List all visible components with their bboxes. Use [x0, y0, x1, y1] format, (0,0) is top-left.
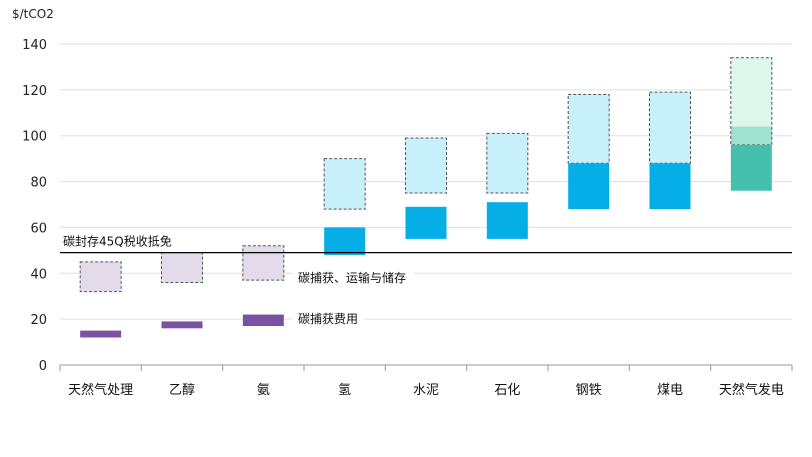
x-tick-label: 天然气处理 — [68, 382, 133, 398]
reference-line-label: 碳封存45Q税收抵免 — [63, 234, 172, 249]
x-tick-label: 煤电 — [657, 383, 683, 398]
bar-ccus-upper-segment — [730, 57, 772, 127]
x-axis-ticks — [59, 365, 793, 371]
bar-capture-cost — [486, 202, 528, 239]
x-axis: 天然气处理 乙醇 氨 氢 水泥 石化 钢铁 煤电 天然气发电 — [68, 382, 784, 398]
watermark: 雪球号 @智慧芽PatSnap — [566, 430, 762, 448]
bar-ccus-range — [79, 261, 122, 293]
bar-capture-cost — [730, 144, 772, 191]
bar-capture-cost — [80, 330, 122, 338]
y-tick-label: 40 — [30, 267, 47, 282]
annotation-label: 碳捕获费用 — [298, 311, 358, 326]
reference-line-group: 碳封存45Q税收抵免 — [60, 234, 792, 254]
bar-capture-cost — [405, 206, 447, 239]
annotation-label: 碳捕获、运输与储存 — [298, 270, 406, 285]
bar-ccus-range — [323, 158, 366, 210]
bar-ccus-range — [486, 132, 529, 194]
bar-ccus-range — [405, 137, 447, 194]
bar-capture-cost — [161, 321, 203, 329]
bar-ccus-outline — [730, 57, 773, 146]
x-tick-label: 氢 — [338, 383, 351, 398]
y-tick-label: 120 — [22, 84, 47, 99]
bar-capture-cost — [568, 163, 610, 210]
y-axis-unit-label: $/tCO2 — [12, 7, 54, 21]
y-tick-label: 0 — [39, 359, 47, 374]
bar-ccus-range — [649, 91, 691, 164]
annotation-background — [292, 267, 415, 286]
x-tick-label: 石化 — [494, 383, 520, 398]
x-tick-label: 天然气发电 — [719, 382, 784, 398]
y-axis: 0 20 40 60 80 100 120 140 — [22, 38, 47, 374]
bar-ccus-range — [242, 245, 285, 281]
bar-capture-cost — [649, 163, 691, 210]
bar-ccus-lower-segment — [730, 126, 772, 145]
annotation-background — [292, 309, 365, 328]
y-tick-label: 140 — [22, 38, 47, 53]
y-tick-label: 80 — [30, 176, 47, 191]
bar-ccus-range — [161, 252, 203, 283]
x-tick-label: 氨 — [257, 383, 270, 398]
x-tick-label: 乙醇 — [169, 382, 195, 398]
watermark-text: @智慧芽PatSnap — [640, 430, 762, 448]
bar-capture-cost — [324, 227, 366, 255]
watermark-logo: 雪球号 — [566, 430, 613, 448]
x-tick-label: 水泥 — [413, 383, 439, 398]
y-tick-label: 60 — [30, 221, 47, 236]
y-tick-label: 20 — [30, 313, 47, 328]
y-tick-label: 100 — [22, 130, 47, 145]
x-tick-label: 钢铁 — [576, 383, 602, 398]
bar-ccus-range — [567, 93, 610, 164]
bars — [79, 57, 773, 338]
bar-capture-cost — [242, 314, 284, 327]
